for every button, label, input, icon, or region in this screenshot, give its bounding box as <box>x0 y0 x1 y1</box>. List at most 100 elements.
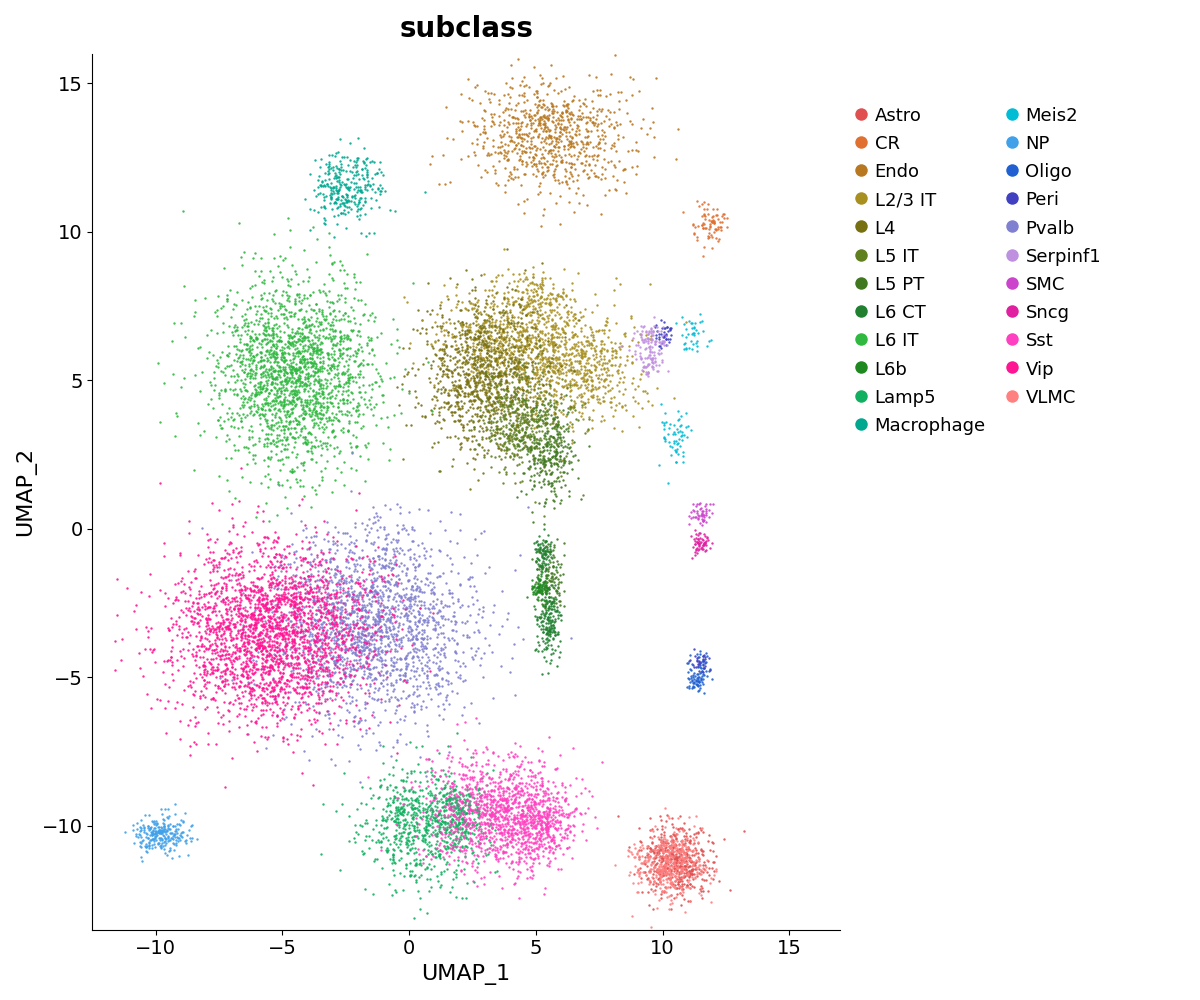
Point <box>293 644 312 660</box>
Point <box>216 582 235 598</box>
Point <box>458 792 478 808</box>
Point <box>265 627 284 643</box>
Point <box>499 771 518 787</box>
Point <box>320 195 340 211</box>
Point <box>253 651 272 667</box>
Point <box>577 355 596 371</box>
Point <box>696 505 715 521</box>
Point <box>583 83 602 99</box>
Point <box>307 577 326 593</box>
Point <box>448 535 467 551</box>
Point <box>530 804 550 820</box>
Point <box>688 676 707 692</box>
Point <box>476 430 496 446</box>
Point <box>660 848 679 864</box>
Point <box>272 626 292 642</box>
Point <box>338 181 358 197</box>
Point <box>270 295 289 311</box>
Point <box>217 601 236 617</box>
Point <box>269 655 288 671</box>
Point <box>475 807 494 823</box>
Point <box>446 792 466 808</box>
Point <box>444 377 463 393</box>
Point <box>173 641 192 657</box>
Point <box>179 525 198 541</box>
Point <box>538 536 557 552</box>
Point <box>403 809 422 825</box>
Point <box>703 871 722 887</box>
Point <box>551 356 570 372</box>
Point <box>270 642 289 658</box>
Point <box>512 153 532 169</box>
Point <box>258 595 277 611</box>
Point <box>412 649 431 665</box>
Point <box>529 848 548 864</box>
Point <box>338 620 358 636</box>
Point <box>522 428 541 444</box>
Point <box>485 332 504 348</box>
Point <box>224 561 244 577</box>
Point <box>325 429 344 445</box>
Point <box>240 330 259 346</box>
Point <box>692 313 712 329</box>
Point <box>678 879 697 895</box>
Point <box>257 361 276 377</box>
Point <box>546 349 565 365</box>
Point <box>131 829 150 845</box>
Point <box>348 198 367 214</box>
Point <box>378 819 397 835</box>
Point <box>259 609 278 625</box>
Point <box>358 246 377 262</box>
Point <box>308 179 328 195</box>
Point <box>431 646 450 662</box>
Point <box>510 816 529 832</box>
Point <box>586 379 605 395</box>
Point <box>526 460 545 476</box>
Point <box>551 567 570 583</box>
Point <box>294 351 313 367</box>
Point <box>295 585 314 601</box>
Point <box>472 793 491 809</box>
Point <box>283 580 302 596</box>
Point <box>287 449 306 465</box>
Point <box>292 540 311 556</box>
Point <box>316 661 335 677</box>
Point <box>498 337 517 353</box>
Point <box>302 620 322 636</box>
Point <box>480 396 499 412</box>
Point <box>281 394 300 410</box>
Point <box>528 419 547 435</box>
Point <box>259 633 278 649</box>
Point <box>548 360 568 376</box>
Point <box>548 580 568 596</box>
Point <box>373 387 392 403</box>
Point <box>493 323 512 339</box>
Point <box>335 275 354 291</box>
Point <box>319 666 338 682</box>
Point <box>310 681 329 697</box>
Point <box>449 352 468 368</box>
Point <box>528 611 547 627</box>
Point <box>575 395 594 411</box>
Point <box>529 332 548 348</box>
Point <box>389 617 408 633</box>
Point <box>563 312 582 328</box>
Point <box>338 192 358 208</box>
Point <box>390 558 409 574</box>
Point <box>311 612 330 628</box>
Point <box>589 356 608 372</box>
Point <box>508 489 527 505</box>
Point <box>348 626 367 642</box>
Point <box>151 414 170 430</box>
Point <box>461 788 480 804</box>
Point <box>331 647 350 663</box>
Point <box>240 392 259 408</box>
Point <box>325 322 344 338</box>
Point <box>452 786 472 802</box>
Point <box>491 389 510 405</box>
Point <box>272 269 292 285</box>
Point <box>293 455 312 471</box>
Point <box>488 798 508 814</box>
Point <box>666 836 685 852</box>
Point <box>325 565 344 581</box>
